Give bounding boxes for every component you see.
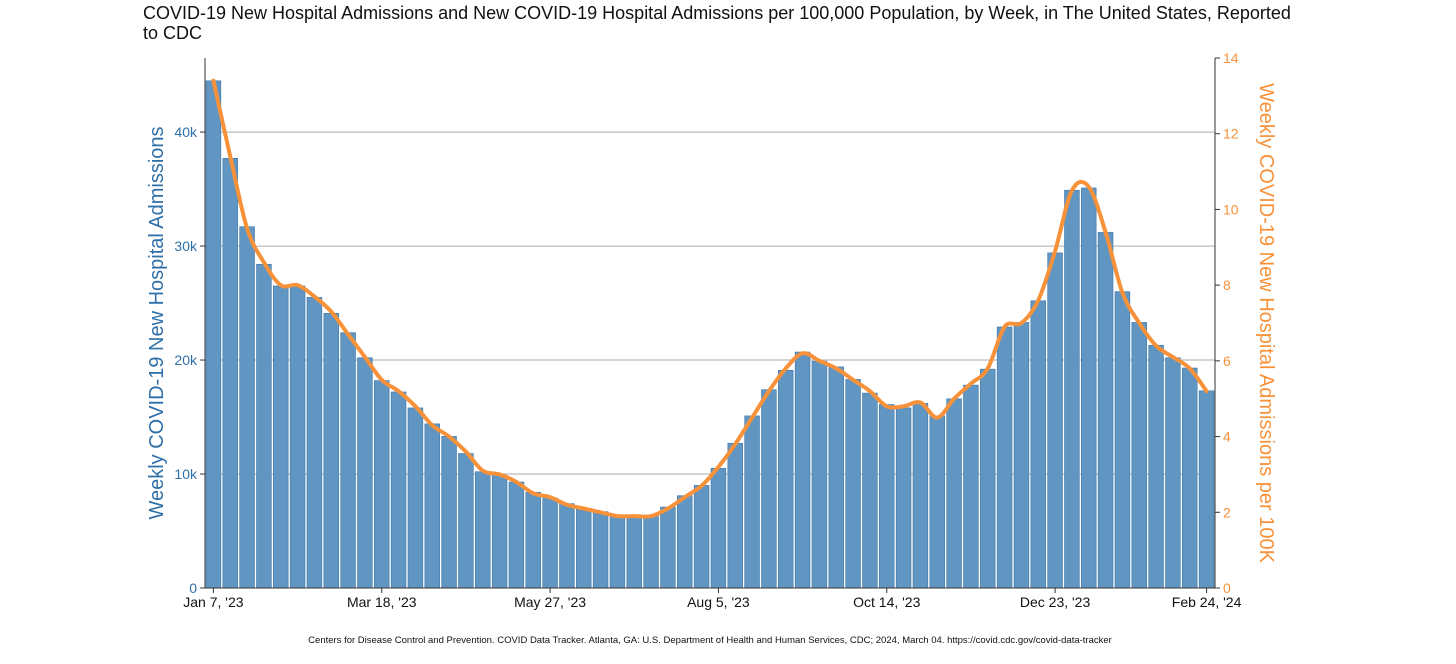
bar-week-21	[542, 497, 558, 589]
bar-week-9	[340, 332, 356, 589]
bar-week-37	[811, 360, 828, 589]
bar-week-13	[407, 407, 424, 589]
bar-week-46	[963, 384, 979, 589]
y-tick-label: 20k	[174, 352, 198, 368]
bar-week-12	[390, 391, 407, 589]
bar-week-55	[1114, 291, 1131, 589]
bar-week-10	[357, 357, 373, 589]
bar-week-52	[1064, 189, 1080, 589]
bar-week-4	[256, 264, 272, 589]
bar-week-56	[1131, 322, 1147, 589]
bar-week-34	[761, 389, 777, 589]
bar-week-2	[222, 158, 238, 589]
bar-week-35	[778, 370, 794, 589]
x-tick-label: Dec 23, '23	[1020, 594, 1091, 610]
chart-title: COVID-19 New Hospital Admissions and New…	[143, 3, 1291, 43]
bar-week-17	[475, 471, 491, 589]
bar-week-31	[710, 468, 727, 589]
bar-week-18	[491, 474, 508, 589]
bar-week-54	[1097, 232, 1114, 589]
y-tick-label: 30k	[174, 238, 198, 254]
bar-week-44	[929, 415, 945, 589]
bar-week-7	[306, 297, 323, 589]
y2-tick-label: 8	[1223, 277, 1231, 293]
bar-week-6	[289, 285, 306, 589]
bar-week-42	[895, 407, 912, 589]
x-tick-label: Aug 5, '23	[687, 594, 750, 610]
bar-week-19	[508, 481, 525, 589]
bar-week-23	[576, 507, 592, 589]
x-tick-label: May 27, '23	[514, 594, 586, 610]
bar-week-24	[592, 511, 609, 589]
bar-week-59	[1182, 367, 1198, 589]
bar-week-30	[693, 485, 710, 589]
bar-week-8	[323, 313, 339, 589]
y2-tick-label: 2	[1223, 504, 1231, 520]
bar-week-20	[525, 491, 541, 589]
bar-week-11	[374, 380, 390, 589]
source-citation: Centers for Disease Control and Preventi…	[308, 635, 1112, 646]
bar-week-45	[946, 398, 962, 589]
bar-week-49	[1013, 322, 1030, 589]
y2-tick-label: 10	[1223, 201, 1239, 217]
y2-axis-label: Weekly COVID-19 New Hospital Admissions …	[1255, 83, 1277, 563]
bar-week-43	[912, 403, 929, 589]
x-tick-label: Oct 14, '23	[853, 594, 920, 610]
y-tick-label: 10k	[174, 466, 198, 482]
bar-week-32	[727, 442, 743, 589]
bar-week-29	[677, 495, 693, 589]
bar-week-48	[996, 326, 1013, 589]
y2-tick-label: 12	[1223, 126, 1239, 142]
bar-week-50	[1030, 300, 1046, 589]
bar-week-36	[794, 351, 811, 589]
bar-week-51	[1047, 252, 1063, 589]
bar-week-53	[1081, 187, 1097, 589]
bar-week-25	[609, 514, 626, 589]
bar-week-26	[626, 514, 642, 589]
bar-week-40	[862, 392, 878, 589]
bar-week-47	[980, 368, 996, 589]
bar-week-14	[424, 423, 440, 589]
y-tick-label: 0	[189, 580, 197, 596]
bar-week-60	[1198, 390, 1215, 589]
bar-week-41	[879, 404, 895, 589]
y-tick-label: 40k	[174, 124, 198, 140]
y-axis-label: Weekly COVID-19 New Hospital Admissions	[146, 126, 168, 519]
bar-week-28	[660, 506, 676, 589]
bar-week-5	[273, 285, 289, 589]
bar-week-22	[559, 503, 575, 589]
bar-week-39	[845, 379, 861, 589]
bar-week-1	[205, 80, 222, 589]
bar-week-38	[828, 366, 844, 589]
bar-week-57	[1148, 344, 1164, 589]
rate-line	[211, 78, 1209, 519]
bar-week-16	[458, 453, 474, 589]
bar-week-15	[441, 436, 457, 589]
y2-tick-label: 4	[1223, 429, 1231, 445]
bar-week-3	[239, 226, 255, 589]
bar-week-58	[1165, 357, 1181, 589]
y2-tick-label: 14	[1223, 50, 1239, 66]
bar-week-33	[744, 415, 760, 589]
y2-tick-label: 6	[1223, 353, 1231, 369]
x-tick-label: Mar 18, '23	[347, 594, 417, 610]
x-tick-label: Feb 24, '24	[1172, 594, 1242, 610]
bar-week-27	[643, 514, 659, 589]
y2-tick-label: 0	[1223, 580, 1231, 596]
x-tick-label: Jan 7, '23	[183, 594, 243, 610]
